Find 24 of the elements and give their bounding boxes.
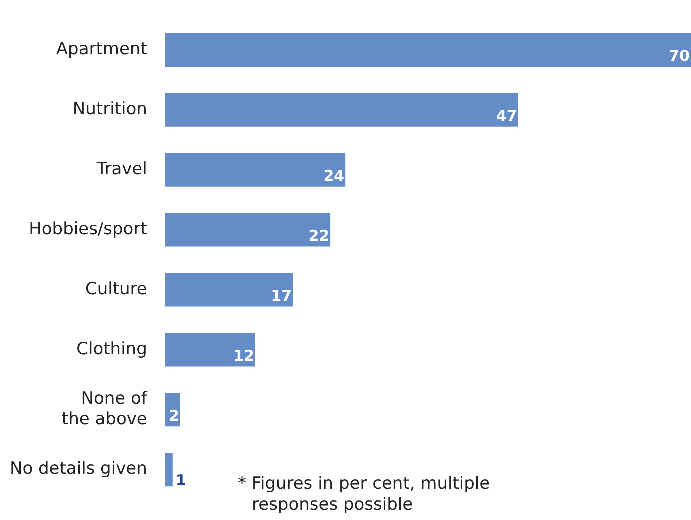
y-tick-label: No details given [10,459,148,480]
y-tick-label: Clothing [76,339,148,360]
annotation: * Figures in per cent, multiple responses possible [238,474,492,516]
y-tick-label: Nutrition [72,100,148,120]
bar [165,213,331,247]
data-label: 70 [669,47,690,66]
y-tick-label: Hobbies/sport [29,219,148,240]
data-label: 12 [234,346,254,365]
y-tick-label: Apartment [56,40,148,60]
bar [165,333,256,367]
bar [165,33,691,67]
data-label: 47 [496,107,518,126]
data-label: 17 [271,286,292,305]
bar [165,273,294,307]
bar [165,453,173,487]
data-label: 2 [168,406,180,425]
data-label: 24 [324,166,345,185]
data-label: 1 [176,472,186,490]
bar [165,93,518,127]
y-tick-label: Travel [96,159,148,180]
y-tick-label: None of the above [62,389,148,430]
y-tick-label: Culture [85,279,148,300]
data-label: 22 [308,226,330,245]
bar [165,153,346,187]
